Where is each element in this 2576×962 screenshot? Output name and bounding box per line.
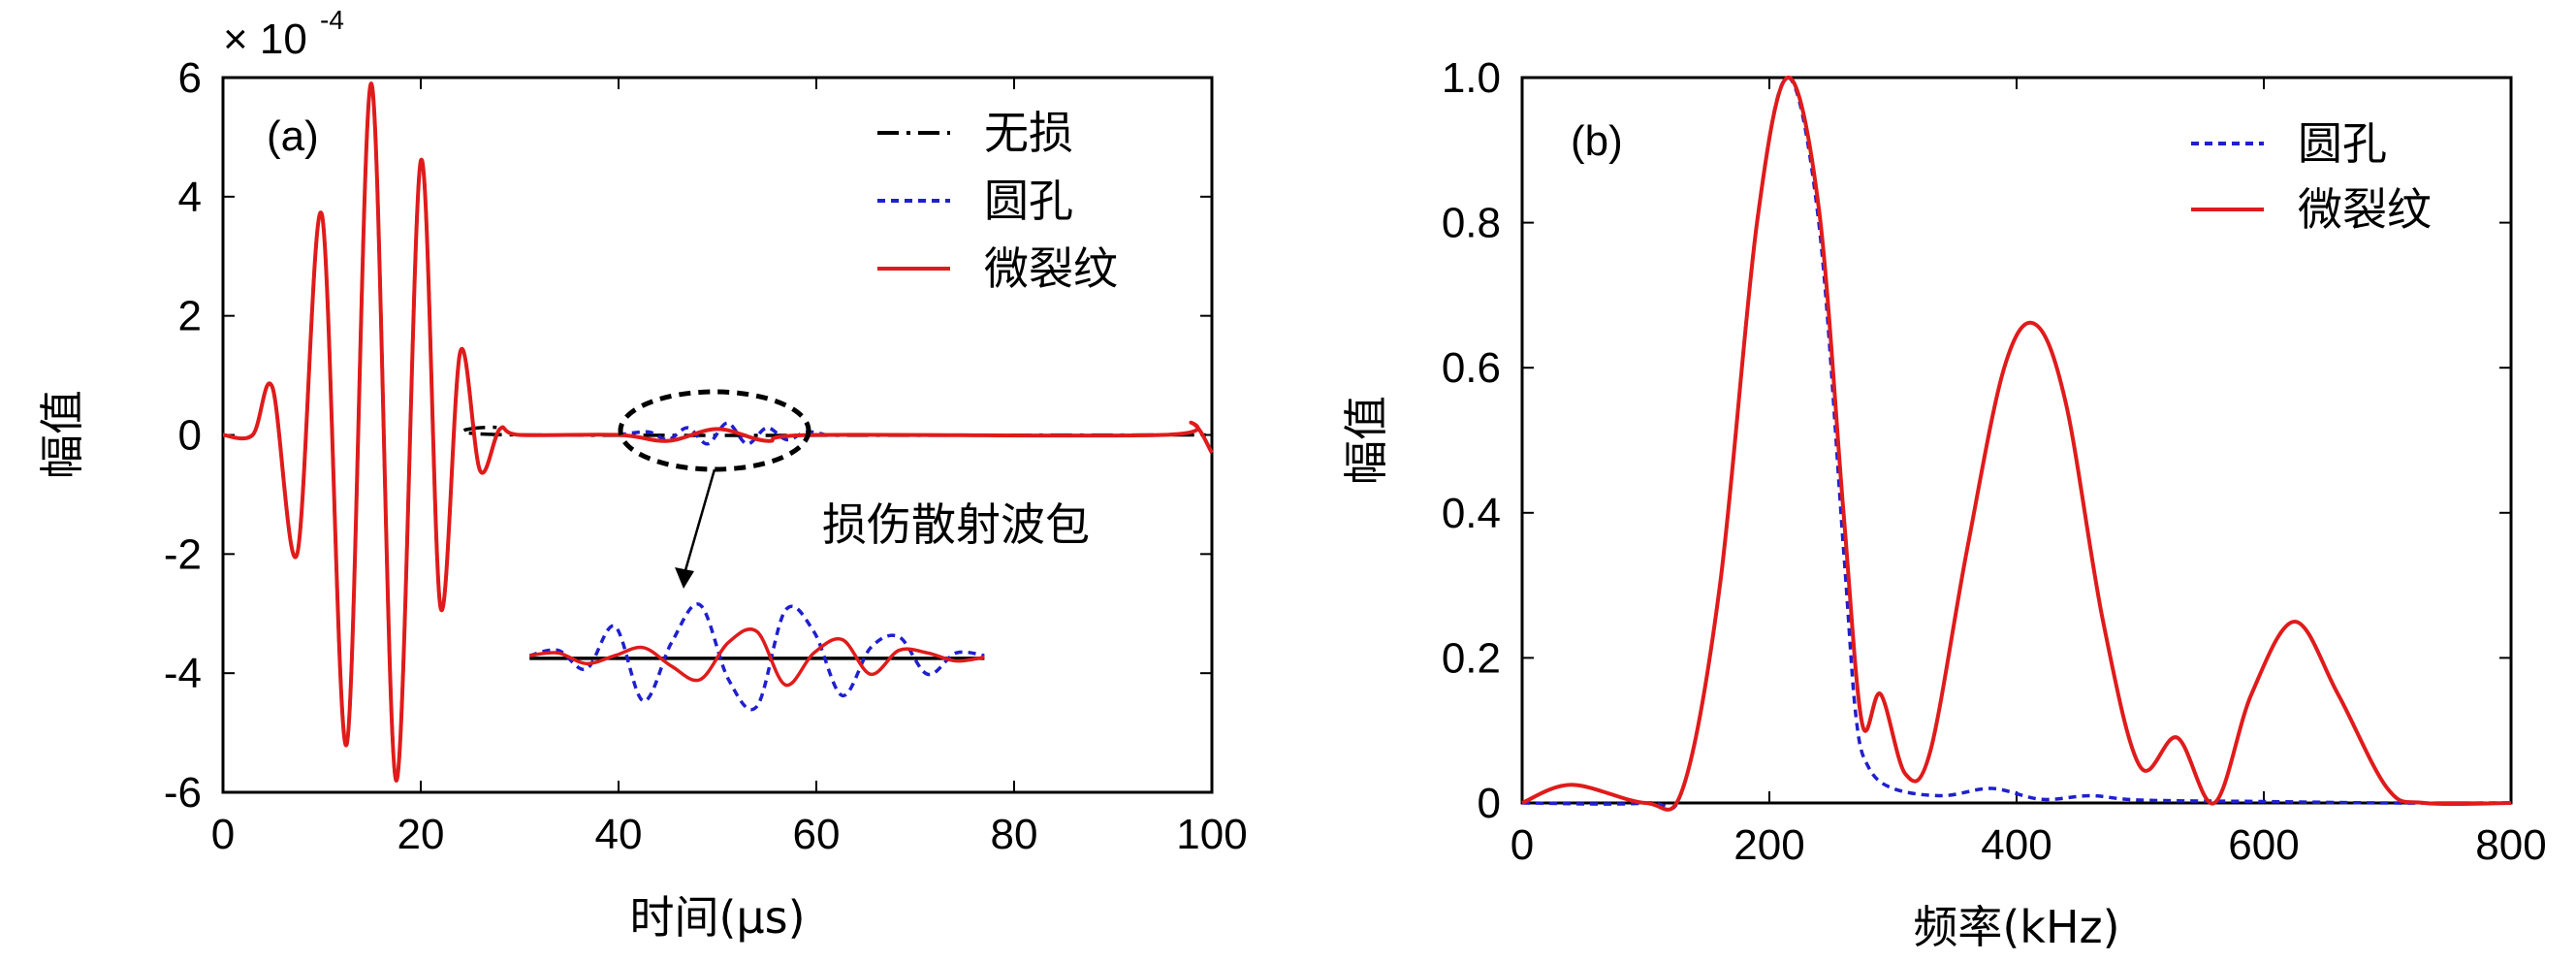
panel-a-scale-exp: -4 xyxy=(320,5,344,35)
series-line-3 xyxy=(222,81,1214,783)
zoom-arrow-line xyxy=(682,468,716,578)
series-line-2 xyxy=(1521,76,2512,812)
y-tick-label: 0 xyxy=(178,412,202,460)
series-line-2 xyxy=(618,421,827,446)
x-tick-label: 400 xyxy=(1981,821,2051,869)
legend-entry: 圆孔 xyxy=(984,175,1073,227)
panel-a-label: (a) xyxy=(267,112,319,160)
x-tick-label: 600 xyxy=(2228,821,2299,869)
zoom-arrowhead xyxy=(675,567,694,589)
y-tick-label: 1.0 xyxy=(1442,54,1501,102)
legend-entry: 圆孔 xyxy=(2298,117,2387,170)
inset-circle-hole-line xyxy=(528,602,985,712)
y-tick-label: 0 xyxy=(1478,780,1501,827)
panel-b-chart: 0 200 400 600 800 1.0 0.8 0.6 0.4 0.2 0 (b) 频率(kHz… xyxy=(1340,54,2547,953)
damage-highlight-ellipse xyxy=(618,389,811,472)
panel-b-series xyxy=(1521,76,2512,812)
x-tick-label: 800 xyxy=(2475,821,2546,869)
x-tick-label: 200 xyxy=(1733,821,1804,869)
y-tick-label: -4 xyxy=(164,650,202,697)
inset-micro-crack-line xyxy=(528,627,985,688)
panel-a-ylabel: 幅值 xyxy=(36,390,88,479)
y-tick-label: 0.8 xyxy=(1442,200,1501,247)
x-tick-label: 100 xyxy=(1176,811,1247,858)
y-tick-label: 0.2 xyxy=(1442,634,1501,682)
y-tick-label: 4 xyxy=(178,174,202,221)
y-tick-label: 0.6 xyxy=(1442,344,1501,392)
y-tick-label: -6 xyxy=(164,769,202,817)
damage-packet-annotation: 损伤散射波包 xyxy=(822,498,1090,551)
panel-a-zoom-inset xyxy=(528,602,985,712)
x-tick-label: 0 xyxy=(1511,821,1534,869)
x-tick-label: 0 xyxy=(211,811,235,858)
y-tick-label: 6 xyxy=(178,54,202,102)
legend-entry: 微裂纹 xyxy=(984,242,1118,295)
legend-entry: 微裂纹 xyxy=(2298,183,2432,236)
panel-a-scale-base: × 10 xyxy=(223,16,307,63)
panel-b-ylabel: 幅值 xyxy=(1340,396,1392,485)
y-tick-label: 0.4 xyxy=(1442,490,1501,537)
panel-a-xlabel: 时间(μs) xyxy=(629,891,805,944)
x-tick-label: 40 xyxy=(595,811,643,858)
x-tick-label: 20 xyxy=(398,811,445,858)
y-tick-label: -2 xyxy=(164,530,202,578)
legend-entry: 无损 xyxy=(984,107,1073,159)
x-tick-label: 60 xyxy=(793,811,841,858)
panel-b-label: (b) xyxy=(1571,117,1623,165)
panel-b-xlabel: 频率(kHz) xyxy=(1913,901,2119,953)
panel-b-axes: 0 200 400 600 800 1.0 0.8 0.6 0.4 0.2 0 xyxy=(1442,54,2547,869)
y-tick-label: 2 xyxy=(178,293,202,340)
x-tick-label: 80 xyxy=(991,811,1038,858)
panel-a-series xyxy=(222,81,1214,783)
